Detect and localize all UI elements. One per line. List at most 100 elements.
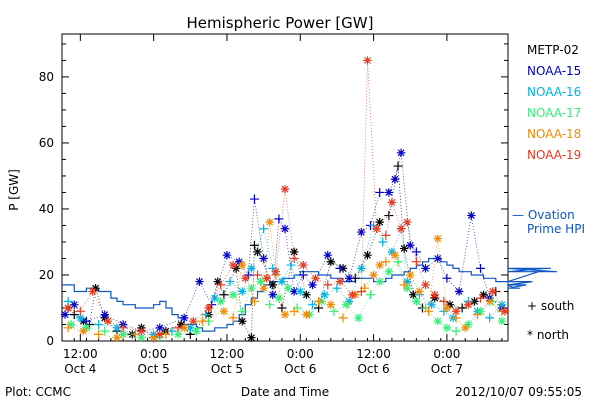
data-point-north [390, 175, 400, 184]
legend-entry-noaa-16: NOAA-16 [527, 85, 581, 99]
series-connector [71, 261, 503, 339]
data-point-north [247, 283, 256, 293]
ovation-prime-hpi-line [62, 257, 557, 332]
data-point-north [247, 264, 256, 273]
data-point-north [433, 234, 442, 243]
data-point-north [112, 323, 122, 332]
x-tick-label: Oct 7 [431, 362, 463, 376]
data-point-south [289, 306, 299, 316]
data-point-south [228, 313, 238, 323]
data-point-north [497, 316, 507, 326]
data-point-north [76, 313, 85, 323]
series-noaa-15 [60, 148, 507, 336]
data-point-south [237, 306, 247, 316]
data-point-north [406, 270, 415, 280]
data-point-north [476, 307, 485, 316]
data-point-north [433, 254, 442, 263]
data-point-north [323, 250, 332, 260]
plot-timestamp: 2012/10/07 09:55:05 [455, 385, 582, 399]
data-point-north [238, 287, 247, 296]
data-point-south [198, 316, 208, 326]
data-point-north [326, 257, 336, 266]
data-point-north [497, 300, 507, 309]
data-point-south [289, 253, 299, 263]
legend-entry-noaa-17: NOAA-17 [527, 106, 581, 120]
data-point-south [335, 263, 345, 273]
data-point-north [430, 290, 439, 299]
data-point-north [192, 326, 201, 336]
y-tick-label: 80 [39, 70, 54, 84]
data-point-north [402, 283, 412, 293]
data-point-north [442, 323, 452, 332]
data-point-north [302, 310, 311, 319]
data-point-north [299, 260, 308, 270]
data-point-north [412, 297, 421, 306]
data-point-north [228, 260, 238, 270]
data-point-north [363, 56, 372, 65]
data-point-north [60, 310, 70, 319]
data-point-south [94, 319, 104, 329]
data-point-north [186, 323, 195, 332]
legend-ovation-label: — Ovation [512, 208, 575, 222]
data-point-north [357, 227, 366, 237]
legend-entry-noaa-18: NOAA-18 [527, 127, 581, 141]
data-point-north [100, 310, 109, 319]
data-point-north [274, 293, 284, 303]
data-point-north [348, 290, 357, 299]
data-point-north [384, 267, 394, 276]
data-point-north [454, 287, 464, 296]
data-point-north [210, 293, 219, 303]
y-tick-label: 60 [39, 136, 54, 150]
data-point-north [433, 316, 442, 326]
y-tick-label: 20 [39, 268, 54, 282]
data-point-north [341, 300, 351, 309]
data-point-south [485, 313, 495, 323]
x-tick-label: Oct 6 [357, 362, 389, 376]
data-point-north [467, 211, 476, 220]
data-point-north [372, 224, 381, 233]
data-point-south [356, 286, 366, 296]
data-point-south [366, 290, 376, 300]
data-point-north [256, 277, 265, 286]
data-point-north [259, 283, 268, 293]
data-point-north [189, 316, 198, 326]
data-point-north [369, 270, 378, 280]
series-noaa-17 [66, 257, 507, 343]
data-point-north [445, 300, 455, 309]
legend-entry-noaa-19: NOAA-19 [527, 148, 581, 162]
data-point-south [259, 224, 269, 234]
data-point-north [399, 244, 409, 253]
data-point-north [375, 217, 384, 227]
data-point-south [249, 296, 259, 306]
data-point-south [100, 326, 110, 336]
data-point-north [149, 333, 158, 342]
data-point-north [296, 287, 305, 296]
data-point-north [289, 287, 299, 296]
data-point-north [268, 290, 277, 299]
data-point-north [357, 264, 366, 273]
data-point-south [69, 310, 79, 320]
data-point-north [259, 254, 268, 263]
data-point-north [179, 323, 189, 332]
data-point-north [253, 247, 262, 257]
data-point-north [402, 217, 412, 227]
legend-symbol-north: * north [527, 328, 569, 342]
data-point-south [442, 273, 452, 283]
data-point-north [344, 297, 354, 306]
data-point-north [79, 326, 88, 336]
data-point-north [238, 260, 247, 270]
x-tick-label: Oct 6 [284, 362, 316, 376]
data-point-south [332, 283, 342, 293]
data-point-north [63, 303, 73, 313]
data-point-south [381, 230, 391, 240]
legend-entry-metp-02: METP-02 [527, 43, 579, 57]
data-point-south [219, 290, 229, 300]
data-point-south [329, 306, 339, 316]
y-tick-label: 40 [39, 202, 54, 216]
data-point-north [363, 250, 372, 260]
data-point-north [451, 307, 461, 316]
data-point-north [402, 277, 412, 286]
data-point-north [326, 300, 336, 309]
data-point-north [375, 277, 384, 286]
data-point-north [375, 260, 384, 270]
